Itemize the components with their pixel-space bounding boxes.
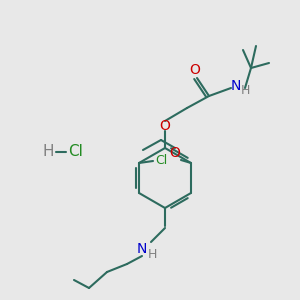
- Text: H: H: [240, 85, 250, 98]
- Text: Cl: Cl: [155, 154, 167, 167]
- Text: O: O: [190, 63, 200, 77]
- Text: O: O: [160, 119, 170, 133]
- Text: N: N: [137, 242, 147, 256]
- Text: O: O: [169, 146, 180, 160]
- Text: H: H: [147, 248, 157, 260]
- Text: Cl: Cl: [69, 145, 83, 160]
- Text: H: H: [42, 145, 54, 160]
- Text: N: N: [231, 79, 241, 93]
